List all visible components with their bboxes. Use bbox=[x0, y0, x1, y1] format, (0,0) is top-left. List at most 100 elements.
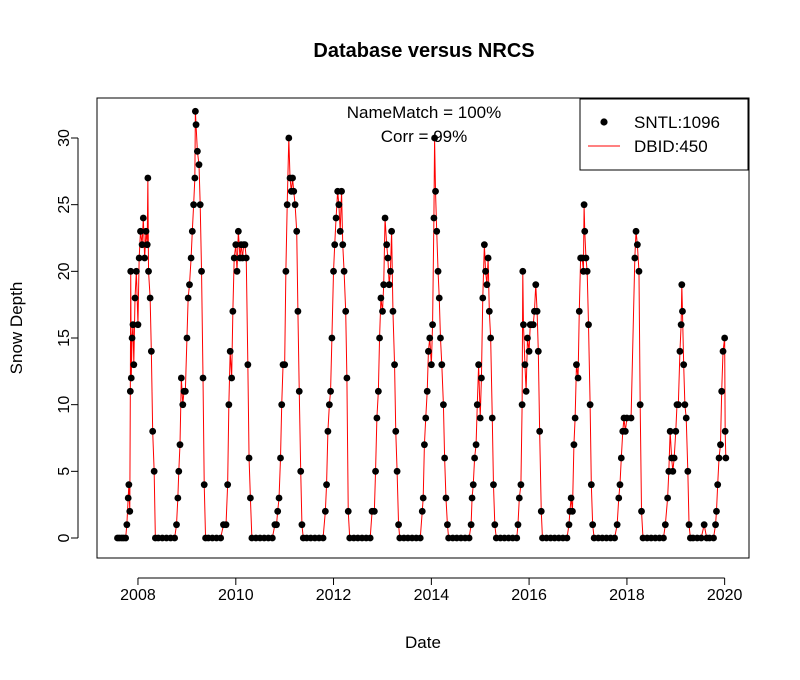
data-point bbox=[419, 494, 427, 502]
data-point bbox=[672, 427, 680, 435]
data-point bbox=[475, 361, 483, 369]
data-point bbox=[518, 401, 526, 409]
data-point bbox=[473, 401, 481, 409]
data-point bbox=[233, 267, 241, 275]
data-point bbox=[480, 241, 488, 249]
data-point bbox=[138, 241, 146, 249]
data-point bbox=[722, 454, 730, 462]
data-point bbox=[468, 494, 476, 502]
data-point bbox=[429, 321, 436, 329]
data-point bbox=[482, 267, 489, 275]
legend: SNTL:1096 DBID:450 bbox=[579, 98, 749, 171]
data-point bbox=[173, 521, 180, 529]
data-point bbox=[234, 227, 242, 235]
data-point bbox=[713, 507, 720, 515]
data-point bbox=[385, 281, 393, 289]
data-point bbox=[142, 227, 150, 235]
data-point bbox=[145, 267, 152, 275]
data-point bbox=[247, 494, 254, 502]
data-point bbox=[245, 454, 253, 462]
data-point bbox=[669, 467, 677, 475]
data-point bbox=[125, 481, 133, 489]
data-point bbox=[370, 507, 378, 515]
data-point bbox=[513, 534, 521, 542]
data-point bbox=[273, 521, 280, 529]
data-point bbox=[442, 494, 450, 502]
data-point bbox=[437, 334, 444, 342]
data-point bbox=[389, 307, 397, 315]
data-point bbox=[181, 387, 189, 395]
data-point bbox=[229, 307, 237, 315]
data-point bbox=[488, 414, 496, 422]
legend-label-sntl: SNTL:1096 bbox=[634, 113, 720, 132]
data-point bbox=[294, 307, 302, 315]
data-point bbox=[465, 534, 473, 542]
data-point bbox=[174, 494, 182, 502]
data-point bbox=[186, 281, 193, 289]
data-point bbox=[632, 227, 640, 235]
data-point bbox=[275, 494, 283, 502]
x-tick-label: 2014 bbox=[414, 587, 450, 604]
data-point bbox=[191, 174, 199, 182]
data-point bbox=[338, 187, 345, 195]
data-point bbox=[290, 187, 298, 195]
data-point bbox=[491, 521, 499, 529]
data-point bbox=[374, 387, 382, 395]
data-point bbox=[432, 187, 439, 195]
data-point bbox=[222, 521, 230, 529]
data-point bbox=[193, 147, 201, 155]
data-point bbox=[435, 294, 443, 302]
data-point bbox=[175, 467, 183, 475]
data-point bbox=[434, 267, 442, 275]
data-point bbox=[487, 334, 495, 342]
data-point bbox=[297, 467, 305, 475]
data-point bbox=[195, 161, 203, 169]
data-point bbox=[124, 494, 132, 502]
data-point bbox=[532, 281, 540, 289]
x-tick-label: 2010 bbox=[218, 587, 254, 604]
data-point bbox=[274, 507, 282, 515]
series-layer bbox=[114, 107, 730, 542]
data-point bbox=[217, 534, 225, 542]
data-point bbox=[522, 387, 530, 395]
data-point bbox=[285, 134, 293, 142]
series-points-sntl bbox=[114, 107, 730, 542]
y-tick-label: 0 bbox=[56, 533, 73, 542]
data-point bbox=[717, 441, 724, 449]
plot-frame bbox=[96, 97, 750, 559]
x-tick-label: 2012 bbox=[316, 587, 352, 604]
data-point bbox=[137, 227, 144, 235]
data-point bbox=[674, 401, 682, 409]
legend-box bbox=[579, 98, 749, 171]
x-tick-label: 2016 bbox=[511, 587, 547, 604]
data-point bbox=[388, 227, 396, 235]
data-point bbox=[721, 334, 729, 342]
data-point bbox=[331, 241, 339, 249]
data-point bbox=[366, 534, 374, 542]
data-point bbox=[441, 454, 449, 462]
legend-marker-sntl bbox=[600, 118, 608, 126]
data-point bbox=[319, 534, 327, 542]
data-point bbox=[343, 374, 351, 382]
data-point bbox=[587, 481, 595, 489]
data-point bbox=[685, 521, 693, 529]
data-point bbox=[134, 321, 142, 329]
data-point bbox=[281, 361, 289, 369]
data-point bbox=[127, 374, 135, 382]
data-point bbox=[697, 534, 705, 542]
x-tick-label: 2008 bbox=[120, 587, 156, 604]
data-point bbox=[324, 427, 332, 435]
data-point bbox=[476, 414, 484, 422]
data-point bbox=[589, 521, 597, 529]
data-point bbox=[613, 521, 621, 529]
data-point bbox=[198, 267, 205, 275]
data-point bbox=[575, 307, 583, 315]
data-point bbox=[330, 267, 337, 275]
data-point bbox=[387, 267, 394, 275]
data-point bbox=[335, 201, 343, 209]
data-point bbox=[421, 441, 428, 449]
data-point bbox=[144, 174, 152, 182]
data-point bbox=[344, 507, 352, 515]
data-point bbox=[391, 361, 398, 369]
data-point bbox=[192, 121, 200, 129]
